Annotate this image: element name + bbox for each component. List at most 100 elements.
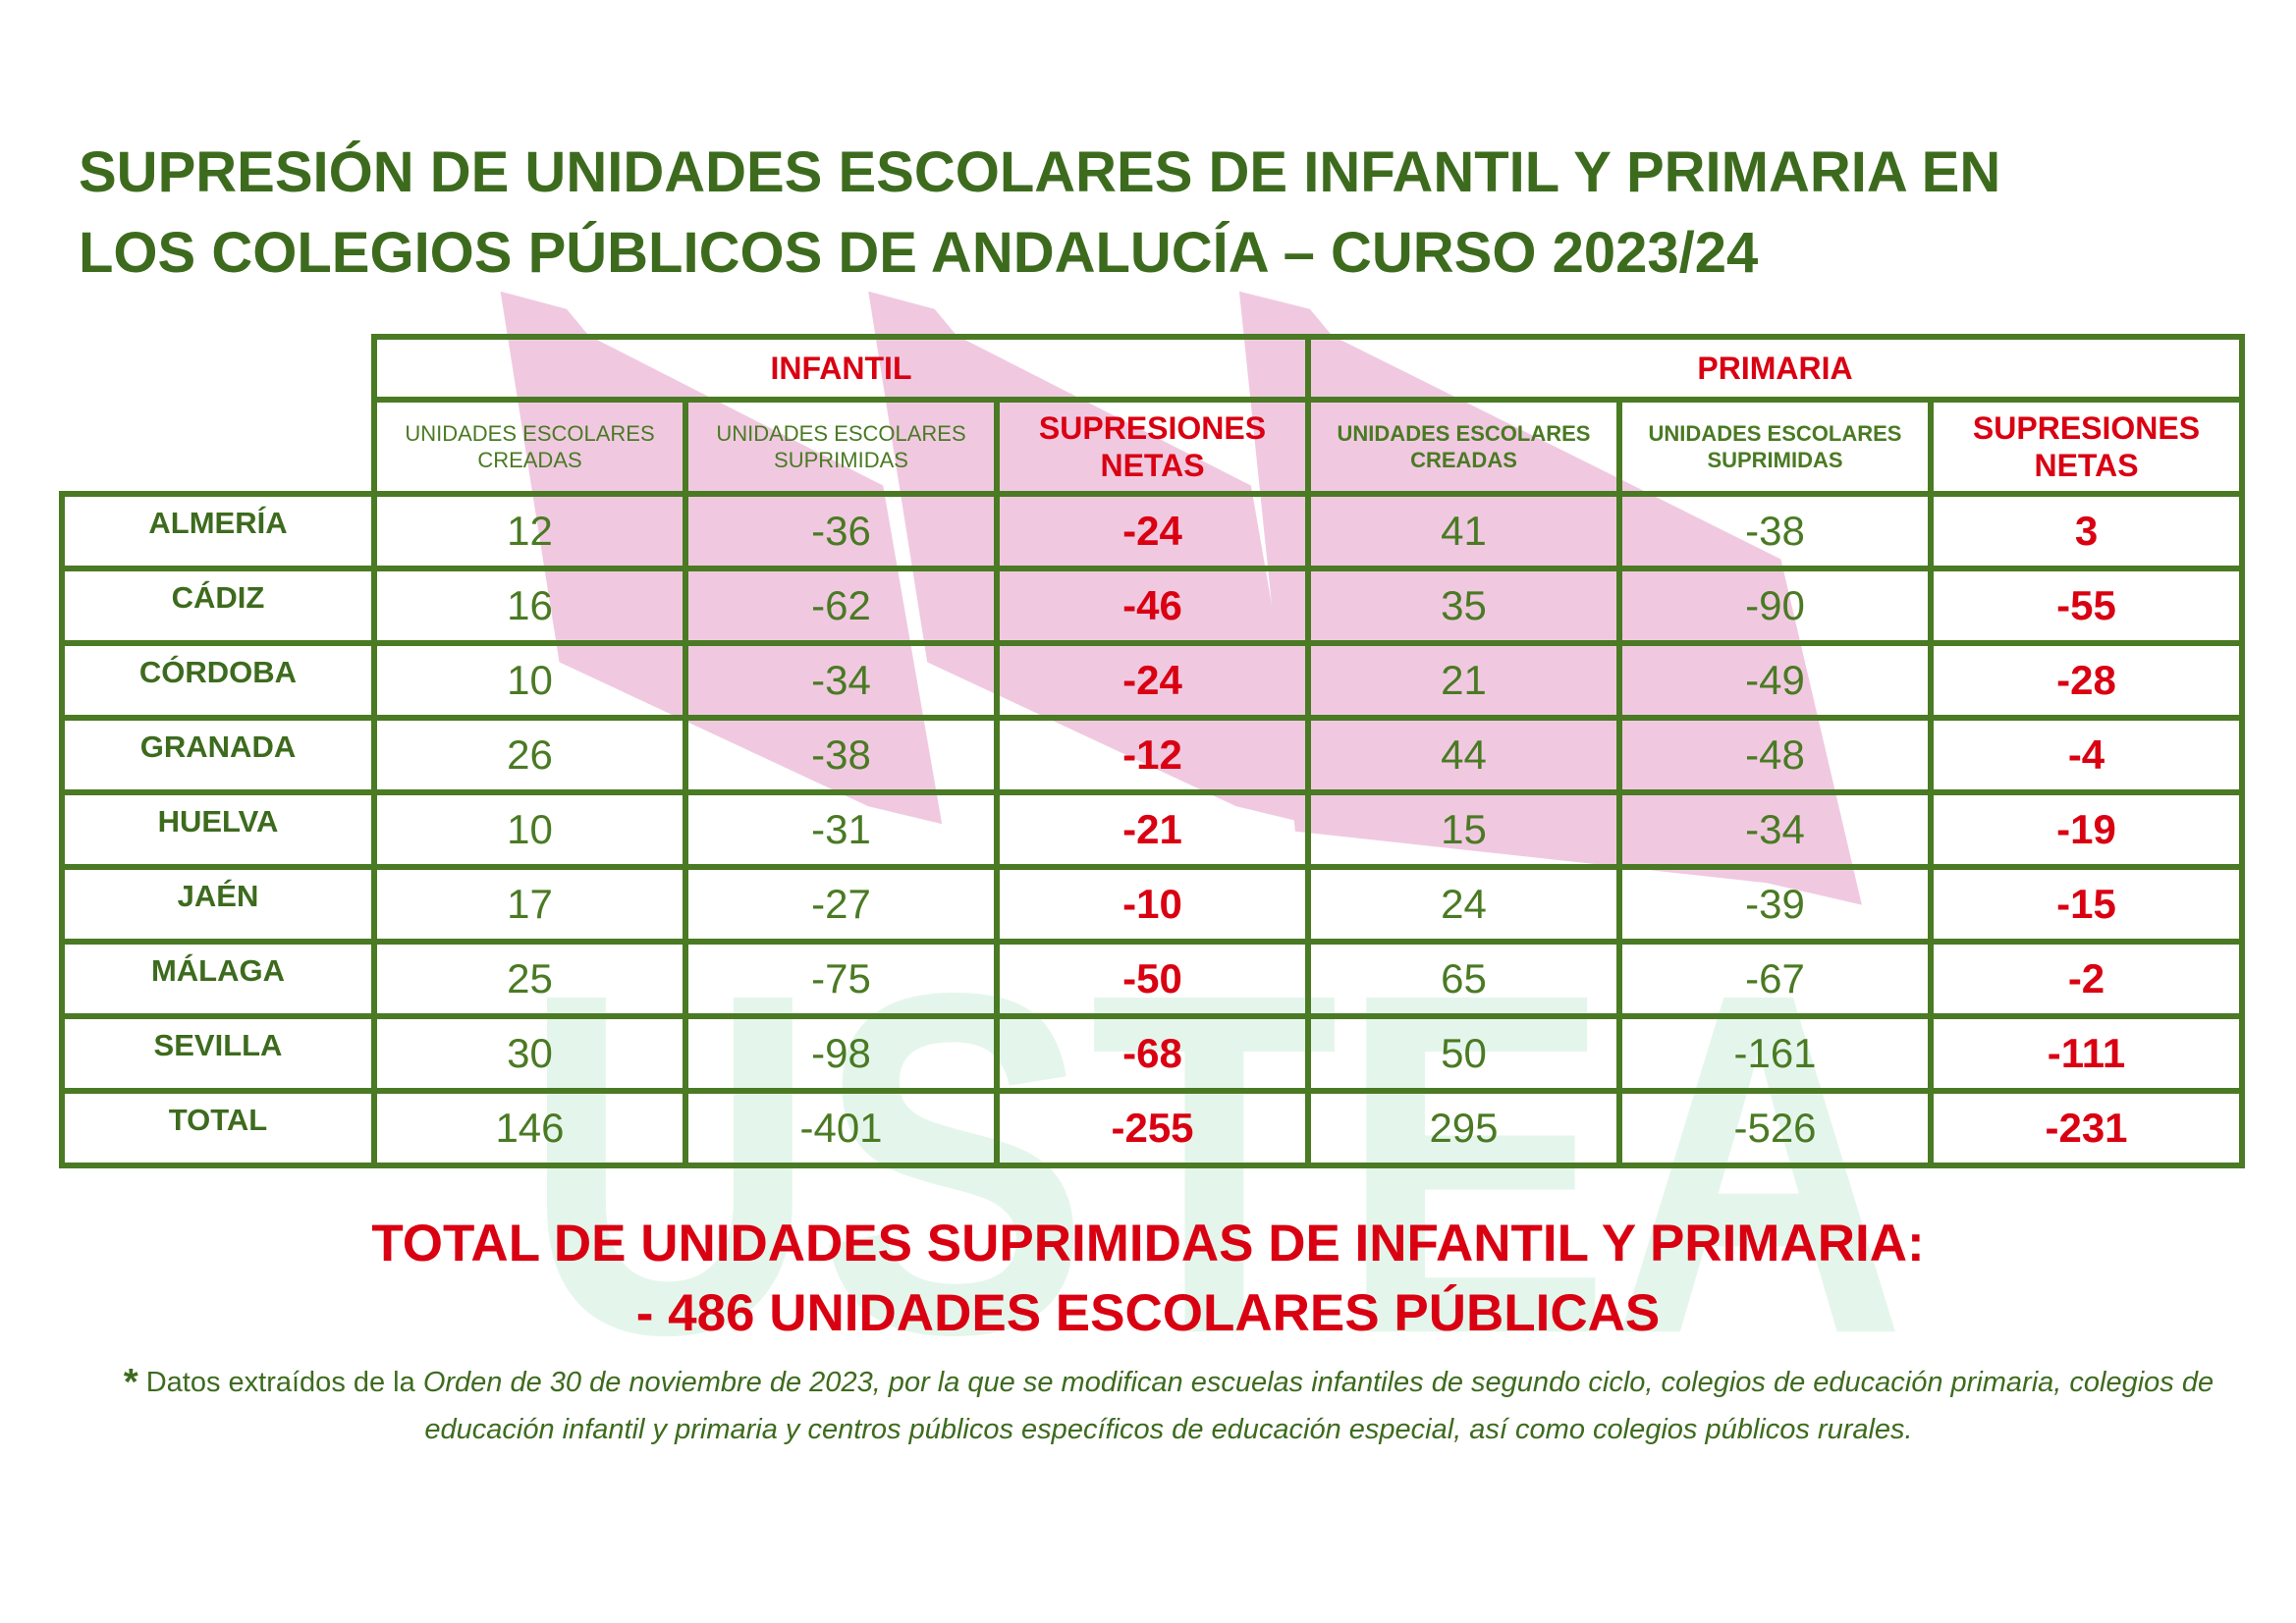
suppressed-cell: -38 xyxy=(683,715,1000,795)
net-cell: -231 xyxy=(1928,1088,2245,1168)
table-row: CÓRDOBA 10 -34 -24 21 -49 -28 xyxy=(59,640,2245,721)
net-cell: -50 xyxy=(994,939,1311,1019)
footnote-asterisk: * xyxy=(123,1362,138,1403)
suppressed-cell: -27 xyxy=(683,864,1000,945)
subheader-line-1: UNIDADES ESCOLARES xyxy=(405,421,655,446)
net-cell: -24 xyxy=(994,491,1311,571)
net-cell: -28 xyxy=(1928,640,2245,721)
created-cell: 50 xyxy=(1305,1013,1622,1094)
subheader-line-2: CREADAS xyxy=(477,448,582,472)
row-label: GRANADA xyxy=(59,715,377,795)
suppressed-cell: -38 xyxy=(1616,491,1934,571)
province-name: TOTAL xyxy=(168,1103,268,1137)
created-cell: 10 xyxy=(371,640,688,721)
created-cell: 15 xyxy=(1305,789,1622,870)
suppressed-cell: -90 xyxy=(1616,566,1934,646)
subheader-line-2: SUPRIMIDAS xyxy=(1707,448,1843,472)
province-name: MÁLAGA xyxy=(150,953,286,988)
table-row: ALMERÍA 12 -36 -24 41 -38 3 xyxy=(59,491,2245,571)
subheader-line-2: NETAS xyxy=(2034,448,2139,483)
row-label: CÓRDOBA xyxy=(59,640,377,721)
suppressed-cell: -98 xyxy=(683,1013,1000,1094)
total-row: TOTAL 146 -401 -255 295 -526 -231 xyxy=(59,1088,2245,1168)
net-cell: -12 xyxy=(994,715,1311,795)
net-cell: -24 xyxy=(994,640,1311,721)
page-title: SUPRESIÓN DE UNIDADES ESCOLARES DE INFAN… xyxy=(79,133,2000,294)
created-cell: 41 xyxy=(1305,491,1622,571)
net-cell: -111 xyxy=(1928,1013,2245,1094)
province-name: JAÉN xyxy=(177,879,259,913)
created-cell: 146 xyxy=(371,1088,688,1168)
created-cell: 26 xyxy=(371,715,688,795)
row-label: HUELVA xyxy=(59,789,377,870)
footnote: * Datos extraídos de la Orden de 30 de n… xyxy=(98,1359,2239,1453)
table-row: JAÉN 17 -27 -10 24 -39 -15 xyxy=(59,864,2245,945)
province-name: ALMERÍA xyxy=(148,506,288,540)
sub-header-row: UNIDADES ESCOLARES CREADAS UNIDADES ESCOLA… xyxy=(62,397,2245,497)
data-table: INFANTIL PRIMARIA UNIDADES ESCOLARES CREA… xyxy=(59,334,2245,1168)
suppressed-cell: -34 xyxy=(683,640,1000,721)
suppressed-cell: -48 xyxy=(1616,715,1934,795)
suppressed-cell: -161 xyxy=(1616,1013,1934,1094)
created-cell: 295 xyxy=(1305,1088,1622,1168)
suppressed-cell: -401 xyxy=(683,1088,1000,1168)
suppressed-cell: -34 xyxy=(1616,789,1934,870)
province-name: HUELVA xyxy=(157,804,279,839)
net-cell: -4 xyxy=(1928,715,2245,795)
title-line-1: SUPRESIÓN DE UNIDADES ESCOLARES DE INFAN… xyxy=(79,140,2001,204)
table-row: GRANADA 26 -38 -12 44 -48 -4 xyxy=(59,715,2245,795)
created-cell: 65 xyxy=(1305,939,1622,1019)
subheader-line-2: SUPRIMIDAS xyxy=(774,448,908,472)
created-cell: 24 xyxy=(1305,864,1622,945)
created-cell: 35 xyxy=(1305,566,1622,646)
subheader-creadas: UNIDADES ESCOLARES CREADAS xyxy=(371,397,688,497)
net-cell: -10 xyxy=(994,864,1311,945)
footnote-prefix: Datos extraídos de la xyxy=(137,1367,423,1398)
net-cell: -21 xyxy=(994,789,1311,870)
subheader-supresiones-netas: SUPRESIONES NETAS xyxy=(1928,397,2245,497)
table-row: SEVILLA 30 -98 -68 50 -161 -111 xyxy=(59,1013,2245,1094)
subheader-supresiones-netas: SUPRESIONES NETAS xyxy=(994,397,1311,497)
province-name: CÓRDOBA xyxy=(138,655,298,689)
row-label: MÁLAGA xyxy=(59,939,377,1019)
table-row: MÁLAGA 25 -75 -50 65 -67 -2 xyxy=(59,939,2245,1019)
province-name: CÁDIZ xyxy=(171,580,265,615)
suppressed-cell: -49 xyxy=(1616,640,1934,721)
suppressed-cell: -31 xyxy=(683,789,1000,870)
table-row: HUELVA 10 -31 -21 15 -34 -19 xyxy=(59,789,2245,870)
empty-corner xyxy=(62,337,377,400)
net-cell: -19 xyxy=(1928,789,2245,870)
created-cell: 16 xyxy=(371,566,688,646)
subheader-suprimidas: UNIDADES ESCOLARES SUPRIMIDAS xyxy=(1616,397,1934,497)
net-cell: -15 xyxy=(1928,864,2245,945)
row-label: JAÉN xyxy=(59,864,377,945)
subheader-line-1: UNIDADES ESCOLARES xyxy=(1337,421,1591,446)
row-label: SEVILLA xyxy=(59,1013,377,1094)
summary-line-2: - 486 UNIDADES ESCOLARES PÚBLICAS xyxy=(635,1284,1661,1342)
suppressed-cell: -36 xyxy=(683,491,1000,571)
net-cell: -68 xyxy=(994,1013,1311,1094)
suppressed-cell: -75 xyxy=(683,939,1000,1019)
subheader-line-2: CREADAS xyxy=(1410,448,1517,472)
created-cell: 10 xyxy=(371,789,688,870)
created-cell: 25 xyxy=(371,939,688,1019)
group-header-row: INFANTIL PRIMARIA xyxy=(62,334,2245,403)
suppressed-cell: -62 xyxy=(683,566,1000,646)
subheader-creadas: UNIDADES ESCOLARES CREADAS xyxy=(1305,397,1622,497)
net-cell: -55 xyxy=(1928,566,2245,646)
created-cell: 30 xyxy=(371,1013,688,1094)
created-cell: 44 xyxy=(1305,715,1622,795)
row-label: CÁDIZ xyxy=(59,566,377,646)
summary-line-1: TOTAL DE UNIDADES SUPRIMIDAS DE INFANTIL… xyxy=(371,1215,1925,1272)
group-header-infantil: INFANTIL xyxy=(371,334,1311,403)
subheader-line-2: NETAS xyxy=(1100,448,1205,483)
subheader-line-1: SUPRESIONES xyxy=(1972,410,2201,446)
net-cell: -255 xyxy=(994,1088,1311,1168)
suppressed-cell: -526 xyxy=(1616,1088,1934,1168)
title-line-2: LOS COLEGIOS PÚBLICOS DE ANDALUCÍA – CUR… xyxy=(79,221,1759,285)
group-header-primaria: PRIMARIA xyxy=(1305,334,2245,403)
created-cell: 21 xyxy=(1305,640,1622,721)
subheader-line-1: UNIDADES ESCOLARES xyxy=(716,421,966,446)
province-name: SEVILLA xyxy=(153,1028,283,1062)
net-cell: -2 xyxy=(1928,939,2245,1019)
